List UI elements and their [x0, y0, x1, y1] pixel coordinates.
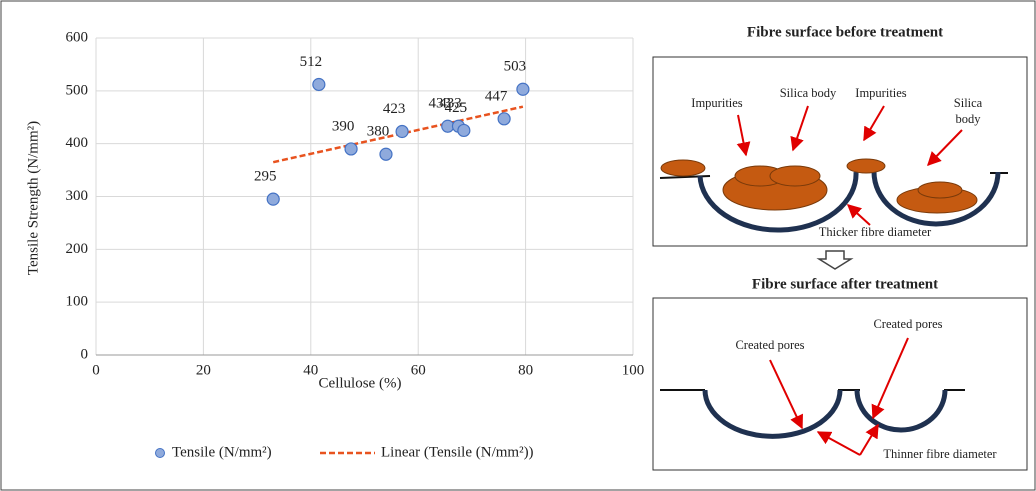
label: Thinner fibre diameter — [883, 447, 997, 461]
fibre — [702, 389, 843, 439]
legend-marker — [155, 448, 165, 458]
arrow — [736, 114, 751, 157]
data-label: 433 — [439, 96, 462, 112]
diagram-after: Fibre surface after treatment Created po… — [652, 276, 1028, 471]
y-tick-label: 300 — [66, 188, 89, 204]
x-tick-label: 0 — [92, 362, 100, 378]
data-label: 423 — [383, 101, 406, 117]
point — [266, 192, 280, 206]
label: Impurities — [691, 96, 743, 110]
x-tick-label: 80 — [518, 362, 533, 378]
arrow — [859, 423, 879, 456]
point — [312, 77, 326, 92]
data-label: 503 — [504, 59, 527, 75]
y-tick-label: 100 — [66, 294, 89, 310]
arrow — [816, 431, 861, 456]
arrow — [871, 337, 909, 420]
data-label: 512 — [300, 54, 323, 70]
y-tick-label: 600 — [66, 29, 89, 45]
silica-body — [896, 181, 978, 214]
arrow — [790, 105, 809, 152]
data-label: 295 — [254, 169, 277, 185]
y-tick-label: 400 — [66, 135, 89, 151]
y-tick-label: 200 — [66, 241, 89, 257]
diagram-title: Fibre surface before treatment — [747, 24, 943, 40]
impurity — [660, 159, 706, 177]
fibre — [854, 389, 948, 433]
data-label: 447 — [485, 88, 508, 104]
x-tick-label: 100 — [622, 362, 645, 378]
flow-arrow — [816, 250, 854, 270]
label: Impurities — [855, 86, 907, 100]
diagram-title: Fibre surface after treatment — [752, 276, 938, 292]
label: body — [956, 112, 982, 126]
label: Created pores — [735, 338, 804, 352]
diagram-box — [652, 297, 1028, 471]
impurity — [846, 158, 886, 174]
y-tick-label: 0 — [81, 346, 89, 362]
y-axis-title: Tensile Strength (N/mm²) — [25, 121, 41, 275]
arrow — [769, 359, 803, 430]
chart: Cellulose (%) Tensile Strength (N/mm²) 0… — [25, 29, 644, 460]
data-label: 433 — [428, 96, 451, 112]
arrow — [927, 129, 963, 167]
point — [344, 142, 358, 156]
point — [497, 112, 511, 126]
x-tick-label: 40 — [303, 362, 318, 378]
diagram-box — [652, 56, 1028, 247]
data-label: 425 — [445, 100, 468, 116]
label: Silica — [954, 96, 983, 110]
point — [395, 124, 409, 139]
silica-body — [722, 165, 828, 211]
fibre — [697, 171, 859, 233]
fibre — [871, 171, 1001, 227]
data-label: 390 — [332, 118, 355, 134]
point — [379, 147, 393, 161]
point — [516, 82, 530, 96]
x-tick-label: 20 — [196, 362, 211, 378]
arrow — [846, 204, 871, 226]
arrow — [863, 105, 885, 142]
label: Thicker fibre diameter — [819, 225, 932, 239]
label: Created pores — [873, 317, 942, 331]
legend-label: Linear (Tensile (N/mm²)) — [381, 444, 534, 460]
y-tick-label: 500 — [66, 82, 89, 98]
x-axis-title: Cellulose (%) — [319, 375, 402, 391]
data-label: 380 — [367, 124, 390, 140]
point — [457, 123, 471, 138]
legend-label: Tensile (N/mm²) — [172, 444, 272, 460]
diagram-before: Fibre surface before treatment Impuritie… — [652, 24, 1028, 270]
x-tick-label: 60 — [411, 362, 426, 378]
label: Silica body — [780, 86, 837, 100]
